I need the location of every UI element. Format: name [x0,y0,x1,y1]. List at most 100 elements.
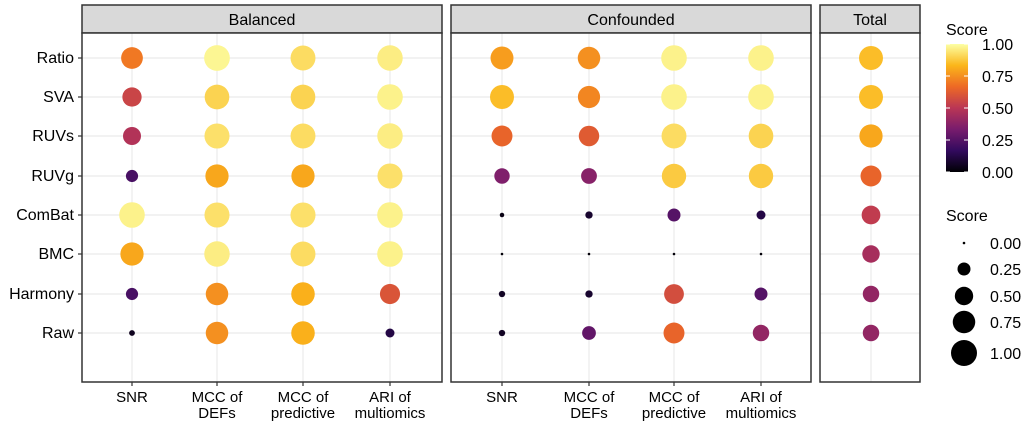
point-confounded-ruvg-mcc-of-predictive-models [661,163,687,189]
size-legend-dot-0-25 [957,262,971,276]
point-confounded-ruvs-mcc-of-defs [578,125,600,147]
size-legend-dot-0-75 [952,310,976,334]
strip-total [819,4,921,34]
x-tick-label-balanced-ari-of-multiomics-clustering: ARI ofmultiomicsclustering [355,389,426,422]
color-legend-label-0-50: 0.50 [982,101,1013,118]
point-confounded-bmc-snr [500,252,504,256]
point-balanced-bmc-mcc-of-predictive-models [290,241,316,267]
point-balanced-ratio-mcc-of-predictive-models [290,45,316,71]
point-balanced-ruvs-mcc-of-defs [204,123,230,149]
y-axis: Ratio SVA RUVs RUVg ComBat BMC Harmony Raw [9,50,82,342]
x-tick-label-line: MCC of [278,389,330,406]
size-legend-label-1-00: 1.00 [990,346,1021,363]
point-balanced-ruvg-mcc-of-defs [205,164,229,188]
point-balanced-ratio-ari-of-multiomics-clustering [377,45,403,71]
x-tick-label-line: predictive [642,405,706,422]
x-tick-label-line: DEFs [198,405,236,422]
point-balanced-harmony-snr [125,287,139,301]
point-total-raw-total [862,324,880,342]
point-balanced-raw-mcc-of-predictive-models [291,321,315,345]
x-tick-label-line: MCC of [564,389,616,406]
point-confounded-ruvg-ari-of-multiomics-clustering [748,163,774,189]
size-legend-label-0-00: 0.00 [990,236,1021,253]
point-confounded-sva-ari-of-multiomics-clustering [748,84,774,110]
point-balanced-ruvs-snr [122,126,142,146]
point-confounded-ruvs-mcc-of-predictive-models [661,123,687,149]
point-total-ratio-total [859,46,883,70]
point-confounded-harmony-snr [498,290,506,298]
x-tick-label-line: multiomics [726,405,797,422]
point-balanced-combat-snr [119,202,145,228]
x-tick-label-line: DEFs [570,405,608,422]
point-confounded-harmony-mcc-of-predictive-models [664,284,684,304]
point-balanced-harmony-mcc-of-predictive-models [291,282,315,306]
color-legend-title: Score [946,22,988,39]
x-tick-label-confounded-mcc-of-defs: MCC of DEFs [564,389,616,422]
point-confounded-raw-mcc-of-predictive-models [663,322,685,344]
point-balanced-ruvg-snr [125,169,139,183]
point-confounded-bmc-ari-of-multiomics-clustering [759,252,763,256]
size-legend-title: Score [946,208,988,225]
y-tick-label-raw: Raw [42,325,74,342]
point-balanced-raw-ari-of-multiomics-clustering [385,328,395,338]
point-confounded-sva-snr [490,85,514,109]
point-confounded-combat-ari-of-multiomics-clustering [756,210,766,220]
x-tick-label-line: multiomics [355,405,426,422]
point-confounded-harmony-ari-of-multiomics-clustering [754,287,768,301]
point-confounded-harmony-mcc-of-defs [585,290,593,298]
x-tick-label-line: MCC of [192,389,244,406]
x-tick-label-line: ARI of [740,389,783,406]
point-balanced-combat-mcc-of-predictive-models [290,202,316,228]
y-tick-label-sva: SVA [43,89,74,106]
point-confounded-raw-ari-of-multiomics-clustering [752,324,770,342]
panel-border [81,32,443,383]
point-balanced-combat-mcc-of-defs [204,202,230,228]
point-balanced-sva-mcc-of-predictive-models [290,84,316,110]
point-balanced-bmc-mcc-of-defs [204,241,230,267]
panel-border [450,32,812,383]
x-tick-label-confounded-snr: SNR [486,389,518,406]
panel-confounded: Confounded [450,4,812,383]
x-tick-label-line: SNR [116,389,148,406]
strip-balanced [81,4,443,34]
panel-balanced: Balanced [81,4,443,383]
point-balanced-ruvg-mcc-of-predictive-models [291,164,315,188]
x-tick-label-line: MCC of [649,389,701,406]
point-confounded-ratio-ari-of-multiomics-clustering [748,45,774,71]
point-balanced-combat-ari-of-multiomics-clustering [377,202,403,228]
size-legend-dot-0-00 [962,241,966,245]
point-balanced-ratio-mcc-of-defs [204,45,230,71]
color-legend-label-0-00: 0.00 [982,165,1013,182]
point-confounded-ratio-mcc-of-defs [577,46,601,70]
point-balanced-raw-snr [129,330,135,336]
y-tick-label-combat: ComBat [16,207,74,224]
color-bar [946,44,968,172]
point-confounded-ruvs-ari-of-multiomics-clustering [748,123,774,149]
point-balanced-sva-mcc-of-defs [204,84,230,110]
point-balanced-ruvg-ari-of-multiomics-clustering [377,163,403,189]
color-legend-label-1-00: 1.00 [982,37,1013,54]
size-legend-dot-0-50 [954,286,974,306]
point-balanced-sva-snr [122,87,142,107]
point-confounded-raw-snr [498,329,506,337]
point-confounded-ratio-mcc-of-predictive-models [661,45,687,71]
point-confounded-combat-mcc-of-defs [585,211,593,219]
point-confounded-sva-mcc-of-predictive-models [661,84,687,110]
point-confounded-bmc-mcc-of-defs [587,252,591,256]
point-balanced-ruvs-mcc-of-predictive-models [290,123,316,149]
point-confounded-ratio-snr [490,46,514,70]
y-tick-label-harmony: Harmony [9,286,74,303]
size-legend-label-0-25: 0.25 [990,262,1021,279]
point-total-ruvs-total [859,124,883,148]
point-balanced-raw-mcc-of-defs [205,321,229,345]
x-tick-label-balanced-mcc-of-predictive-models: MCC ofpredictivemodels [271,389,335,422]
point-total-ruvg-total [860,165,882,187]
size-legend-label-0-50: 0.50 [990,289,1021,306]
point-confounded-ruvs-snr [491,125,513,147]
y-tick-label-ruvs: RUVs [32,128,74,145]
y-tick-label-ruvg: RUVg [31,168,74,185]
point-confounded-ruvg-snr [494,168,510,184]
x-tick-label-balanced-mcc-of-defs: MCC of DEFs [192,389,244,422]
